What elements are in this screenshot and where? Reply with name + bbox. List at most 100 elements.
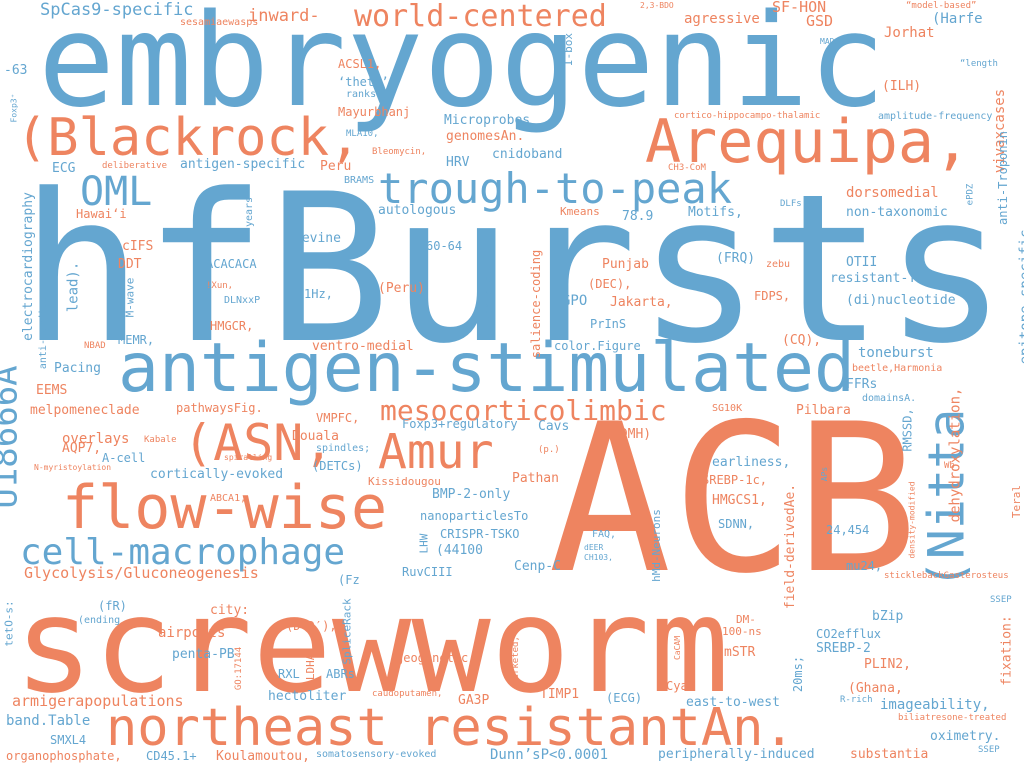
word-ch3-com: CH3-CoM [668,163,706,173]
word-sg10k: SG10K [712,403,743,414]
word-fr: (fR) [98,599,127,613]
word-electrocardiography: electrocardiography [20,192,36,341]
word-ga3p: GA3P [458,693,490,708]
word-cyar: CyaR [666,679,695,693]
word-hmgcr: HMGCR, [210,319,254,333]
word-pilbara: Pilbara [796,403,851,418]
word-caudoputamen: caudoputamen, [372,689,443,699]
word-dlnxxp: DLNxxP [224,295,261,306]
word-oml: OML [80,169,153,215]
word-m-wave: M-wave [123,277,137,318]
word-ddt: DDT [118,257,142,272]
word-ssep-top: SSEP [990,595,1012,605]
word-ghana: (Ghana, [848,681,903,696]
word-harfe: (Harfe [932,11,983,27]
word-vmpfc: VMPFC, [316,411,360,425]
word-ventro-medial: ventro-medial [312,339,414,354]
word-foxp3-superscript: Foxp3⁺ [9,93,19,123]
word-theta: ‘theta’ [338,75,389,89]
word-pathan: Pathan [512,471,559,486]
word-100-ns: 100-ns [722,625,762,638]
word-lead: lead). [65,261,82,313]
word-peru: Peru [320,159,352,174]
word-asn: (ASN, [183,414,334,472]
word-length: “length [960,59,998,69]
word-ffrs: FFRs [846,377,878,392]
word-gpo: GPO [562,293,588,309]
word-dlfs: DLFs [780,199,802,209]
word-srebp-2: SREBP-2 [816,641,871,656]
word-world-centered: world-centered [354,0,607,34]
word-cavs: Cavs [538,419,570,434]
word-flow-wise: flow-wise [62,473,388,543]
word-amplitude-frequency: amplitude-frequency [878,111,993,122]
word-cnidoband: cnidoband [492,147,563,162]
word-pacing: Pacing [54,361,101,376]
word-douala: Douala [292,429,339,444]
word-levine: Levine [294,231,341,246]
word-jakarta: Jakarta, [610,295,673,310]
word-ecg: ECG [52,161,76,176]
word-cenp-c: Cenp-C [514,559,561,574]
word-years: “years [244,196,256,234]
word-timp1: TIMP1 [540,687,580,702]
word-prins: PrInS [590,317,627,331]
word-sf-hon: SF-HON [772,0,827,16]
word-hmd-neurons: hMd-Neurons [649,509,663,582]
word-microprobes: Microprobes [444,113,531,128]
word-cortico-hippocampo-thalamic: cortico-hippocampo-thalamic [674,111,821,121]
word-ecg-paren: (ECG) [606,691,643,705]
word-substantia: substantia [850,747,929,762]
word-24-454: 24,454 [826,523,870,537]
word-autologous: autologous [378,203,457,218]
word-domainsa: domainsA. [862,393,917,404]
word-crispr-tsko: CRISPR-TSKO [440,527,520,541]
word-rmssd: RMSSD, [900,408,915,452]
word-spindles: spindles; [316,443,371,454]
word-amur: Amur [378,424,494,480]
word-nitta: (Nitta [917,408,976,590]
word-sesamiaewasps: sesamiaewasps [180,17,259,28]
word-mayurbhanj: Mayurbhanj [338,105,411,119]
word-44100: (44100 [436,543,483,558]
word-cq: (CQ), [782,333,822,348]
word-gsd: GSD [806,12,834,30]
word-dorsomedial: dorsomedial [846,185,939,201]
word-screwworm: screwworm [14,569,730,723]
word-nanoparticlesto: nanoparticlesTo [420,509,529,523]
word-u18666a: U18666A [0,365,26,509]
word-mu24: mu24, [846,559,883,573]
word-punjab: Punjab [602,257,649,272]
word-cell-macrophage: cell-macrophage [20,532,346,573]
word-oximetry: oximetry. [930,729,1001,744]
word-toneburst: toneburst [858,345,934,361]
word-salience-coding: salience-coding [529,249,544,359]
word-color-figure: color.Figure [554,339,641,353]
word-deer: dEER [584,543,604,552]
word-spcas9-specific: SpCas9-specific [40,0,194,20]
word-cd45: CD45.1+ [146,749,197,763]
word-motifs: Motifs, [688,205,743,220]
word-go-17144: GO:17144 [234,646,245,691]
word-antigen-stimulated: antigen-stimulated [118,329,855,408]
word-plin2: PLIN2, [864,657,911,672]
word-d-d: (D-D′), [286,619,337,633]
word-band-table: band.Table [6,713,91,729]
word-cifs: cIFS [122,239,154,254]
word-anti-troponin: anti-Troponin [995,131,1010,225]
word-neg63: -63 [4,63,28,78]
word-p-paren: (p.) [538,445,560,455]
word-fz: (Fz [338,573,360,587]
word-cacam: CaCAM [673,635,683,661]
word-antigen-specific: antigen-specific [180,157,306,172]
word-dec: (DEC), [588,277,632,291]
word-beetle-harmonia: beetle,Harmonia [852,363,943,374]
word-field-derivedae: field-derivedAe. [783,483,799,610]
word-dinucleotide: (di)nucleotide [846,293,956,308]
word-splicerack: SpliceRack [340,598,354,665]
word-overlays: overlays [62,431,130,447]
word-hsmyo1e: HsMyo1e, [481,269,495,322]
word-dmh: (DMH) [612,427,652,442]
word-abrs: ABRs [326,667,355,681]
